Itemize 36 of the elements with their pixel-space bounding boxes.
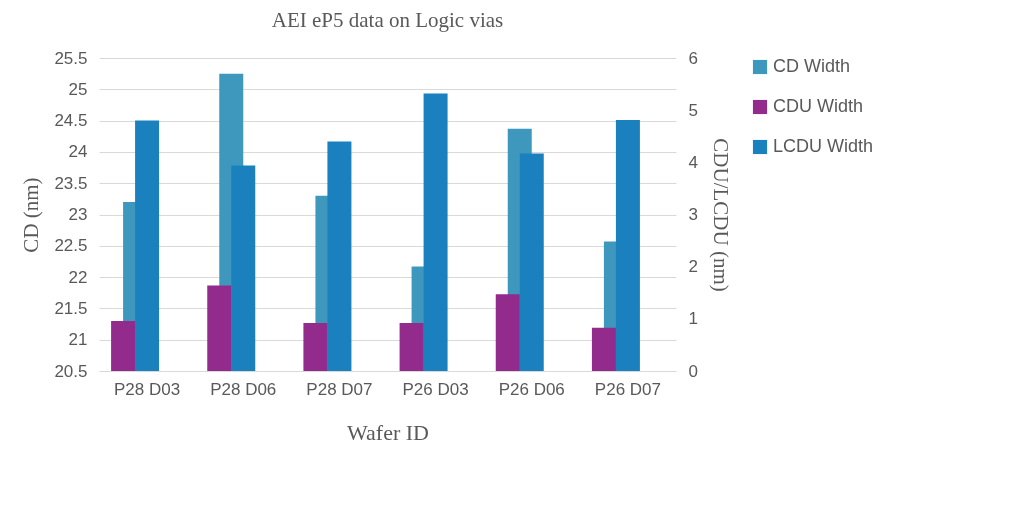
y-tick-label: 20.5 (54, 361, 88, 381)
bar (423, 93, 448, 371)
y-tick-label: 24.5 (54, 111, 88, 131)
y-tick-label: 21 (68, 330, 88, 350)
y2-tick-label: 5 (688, 100, 698, 120)
x-axis-title: Wafer ID (347, 419, 429, 445)
legend-label: CDU Width (773, 96, 864, 116)
y-tick-label: 23 (68, 205, 88, 224)
bar (111, 320, 136, 371)
y2-tick-label: 3 (688, 205, 698, 224)
x-tick-label: P26 D07 (594, 379, 661, 399)
legend-label: LCDU Width (773, 136, 874, 156)
y-tick-label: 22 (68, 267, 88, 287)
bar (495, 294, 520, 371)
y2-tick-label: 6 (688, 48, 698, 68)
bar (303, 323, 328, 371)
chart-title: AEI eP5 data on Logic vias (271, 8, 504, 32)
y-tick-label: 24 (68, 142, 88, 162)
x-tick-label: P28 D03 (114, 379, 181, 399)
y2-tick-label: 4 (688, 152, 698, 172)
y-tick-label: 25 (68, 79, 88, 99)
y2-tick-label: 1 (688, 309, 698, 329)
legend-label: CD Width (773, 56, 851, 76)
y-tick-label: 22.5 (54, 236, 88, 256)
x-tick-label: P28 D07 (306, 379, 373, 399)
y2-axis-title: CDU/LCDU (nm) (708, 138, 733, 292)
y-tick-label: 23.5 (54, 173, 88, 193)
x-tick-label: P26 D06 (498, 379, 565, 399)
y-tick-label: 25.5 (54, 48, 88, 68)
x-tick-label: P26 D03 (402, 379, 469, 399)
y2-tick-label: 0 (688, 361, 698, 381)
bar (207, 285, 232, 371)
y-axis-title: CD (nm) (19, 177, 44, 253)
y2-tick-label: 2 (688, 257, 698, 277)
x-tick-label: P28 D06 (210, 379, 277, 399)
y-tick-label: 21.5 (54, 298, 88, 318)
